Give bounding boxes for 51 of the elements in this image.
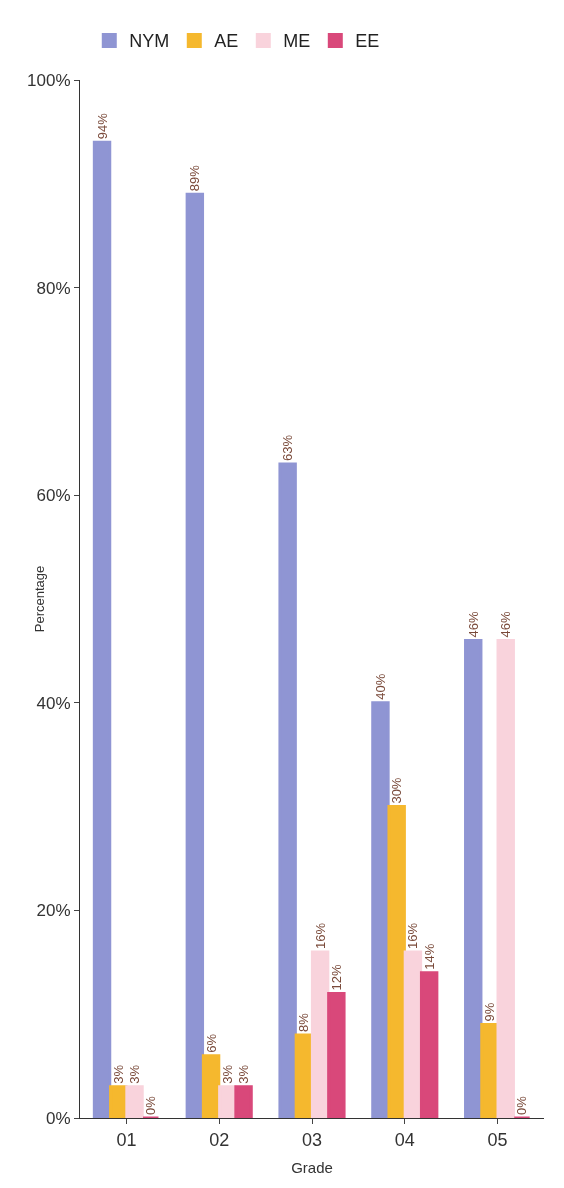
- data-label: 3%: [236, 1064, 252, 1084]
- data-label: 14%: [421, 943, 437, 970]
- data-label: 12%: [328, 963, 344, 991]
- data-label: 3%: [110, 1064, 126, 1084]
- bar: [371, 701, 390, 1118]
- data-label: 63%: [280, 434, 296, 462]
- y-tick-label: 80%: [36, 278, 71, 298]
- y-tick-label: 20%: [36, 901, 71, 921]
- data-label: 9%: [481, 1002, 497, 1022]
- legend-label: AE: [214, 31, 239, 52]
- data-label: 46%: [498, 611, 514, 638]
- data-label: 3%: [127, 1064, 143, 1084]
- bar: [185, 192, 205, 1118]
- y-tick-label: 100%: [27, 70, 71, 90]
- y-tick-label: 40%: [36, 693, 71, 713]
- bar: [278, 462, 297, 1118]
- data-label: 89%: [187, 164, 203, 192]
- y-tick-label: 60%: [36, 486, 71, 506]
- legend-label: ME: [283, 31, 311, 52]
- y-tick-label: 0%: [46, 1108, 71, 1128]
- x-tick-label: 04: [394, 1129, 415, 1150]
- x-axis-title: Grade: [291, 1159, 333, 1176]
- data-label: 8%: [296, 1012, 312, 1032]
- bar: [310, 950, 330, 1118]
- data-label: 16%: [312, 922, 328, 949]
- y-axis-title: Percentage: [32, 565, 47, 633]
- bar: [201, 1054, 221, 1118]
- data-label: 0%: [143, 1095, 159, 1115]
- bar: [480, 1023, 499, 1118]
- bar: [419, 971, 439, 1118]
- data-label: 6%: [203, 1033, 219, 1053]
- bar: [92, 140, 112, 1118]
- bar: [496, 639, 515, 1118]
- legend-label: NYM: [129, 31, 170, 52]
- data-label: 94%: [94, 112, 110, 140]
- data-label: 40%: [372, 673, 388, 700]
- bar: [464, 639, 483, 1118]
- data-label: 0%: [514, 1095, 530, 1115]
- data-label: 30%: [389, 777, 405, 804]
- bar: [327, 991, 346, 1118]
- bar: [234, 1085, 253, 1118]
- x-tick-label: 01: [116, 1129, 137, 1150]
- x-tick-label: 03: [301, 1129, 323, 1150]
- bar: [387, 805, 406, 1118]
- data-label: 16%: [405, 922, 421, 949]
- bar: [125, 1085, 144, 1118]
- legend-label: EE: [355, 31, 380, 52]
- data-label: 3%: [219, 1064, 235, 1084]
- x-tick-label: 02: [209, 1129, 230, 1150]
- x-tick-label: 05: [487, 1129, 508, 1150]
- data-label: 46%: [465, 611, 481, 638]
